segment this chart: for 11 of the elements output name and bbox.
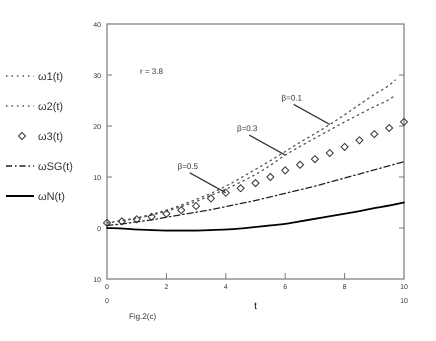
legend-label: ω1(t) — [38, 71, 64, 83]
annotation: β=0.1 — [282, 93, 302, 102]
legend-label: ω2(t) — [38, 101, 64, 113]
caption: Fig.2(c) — [129, 312, 156, 321]
x-axis-title: t — [254, 301, 258, 312]
annotation: β=0.5 — [178, 162, 199, 171]
annotation: r = 3.8 — [140, 67, 164, 76]
legend-label: ωN(t) — [38, 191, 65, 203]
annotation: β=0.3 — [236, 124, 258, 134]
legend-label: ωSG(t) — [38, 161, 73, 173]
legend-label: ω3(t) — [38, 131, 64, 143]
